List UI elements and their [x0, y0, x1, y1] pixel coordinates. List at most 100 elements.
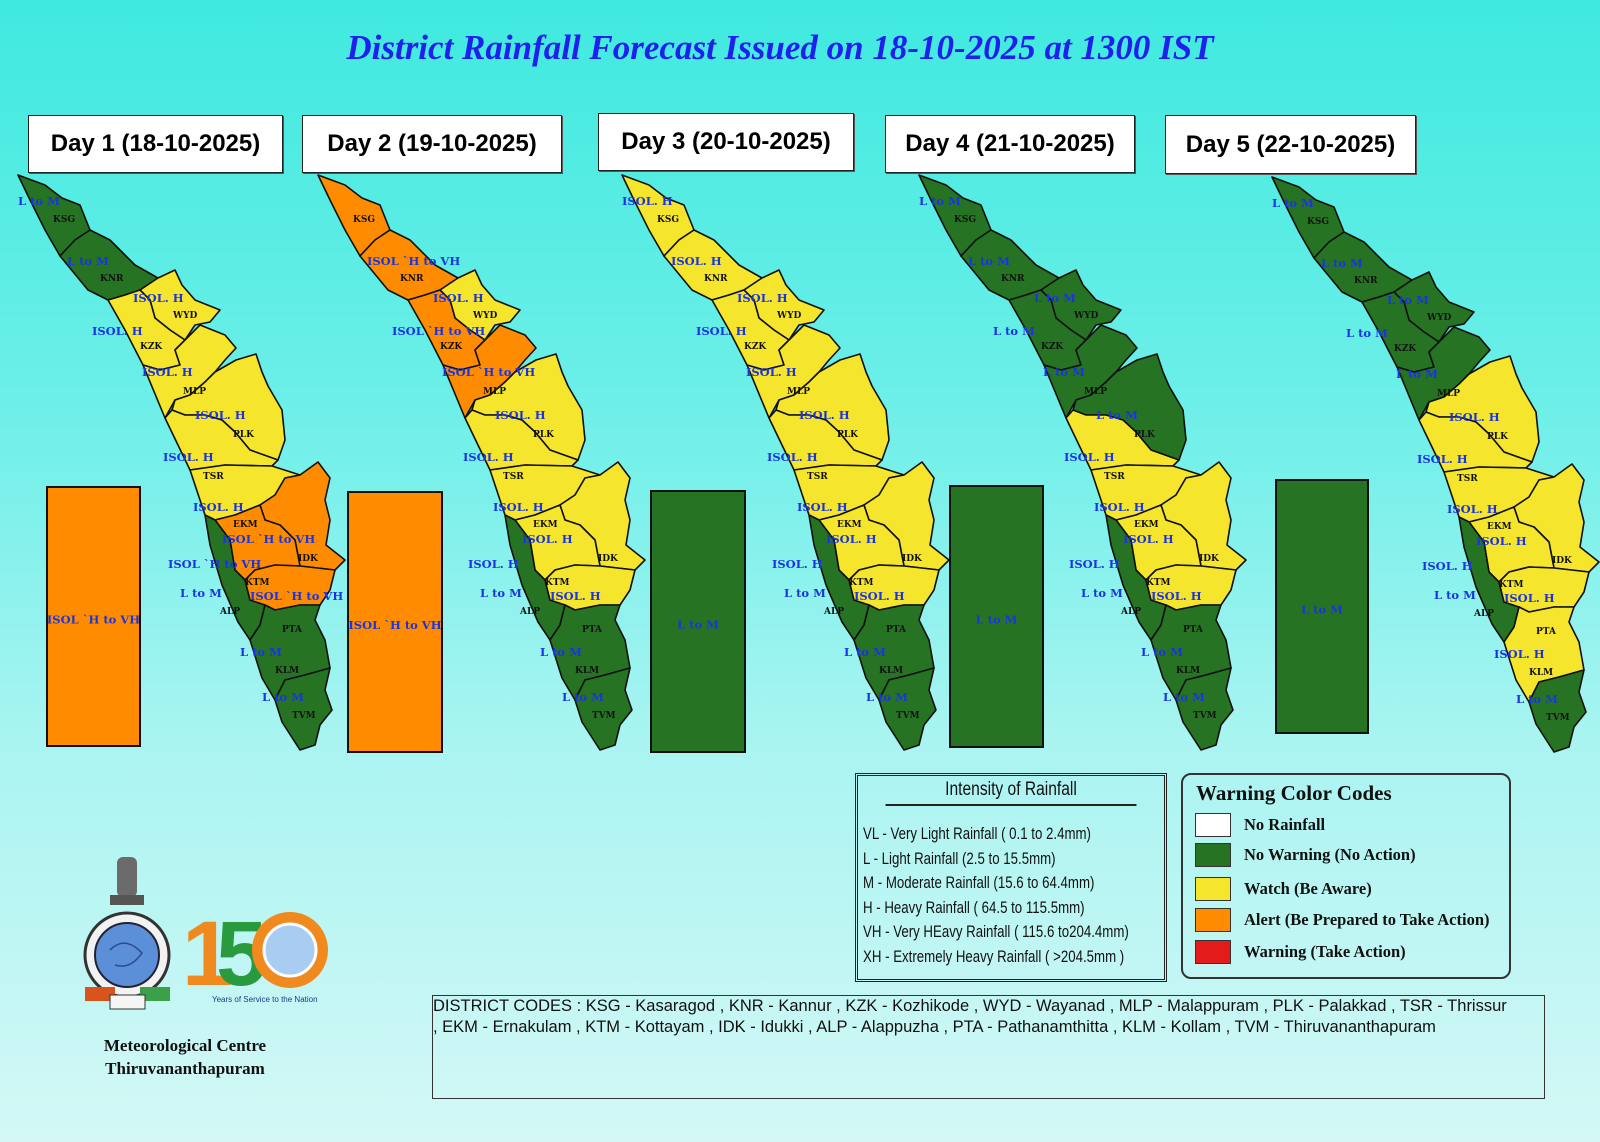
- district-code-label: KNR: [100, 274, 124, 284]
- district-code-label: TVM: [292, 711, 316, 721]
- district-code-label: MLP: [787, 387, 810, 397]
- district-code-label: ALP: [1473, 609, 1494, 619]
- district-code-label: KLM: [275, 666, 299, 676]
- district-code-label: WYD: [1426, 313, 1452, 323]
- district-code-label: KZK: [440, 342, 463, 352]
- rainfall-intensity-label: L to M: [844, 645, 886, 659]
- rainfall-intensity-label: ISOL. H: [433, 291, 484, 305]
- district-code-label: EKM: [1487, 522, 1512, 532]
- rainfall-intensity-label: L to M: [18, 194, 60, 208]
- district-code-label: KTM: [245, 578, 270, 588]
- day-3-header: Day 3 (20-10-2025): [598, 113, 854, 171]
- rainfall-intensity-label: ISOL. H: [1064, 450, 1115, 464]
- rainfall-intensity-label: ISOL `H to VH: [367, 254, 460, 268]
- district-code-label: KLM: [879, 666, 903, 676]
- forecast-maps: KSG L to M KNR L to M WYD ISOL. H KZK ISOL. H ML…: [17, 174, 1600, 753]
- district-code-label: TVM: [896, 711, 920, 721]
- rainfall-intensity-label: ISOL. H: [92, 324, 143, 338]
- warning-legend-title: Warning Color Codes: [1196, 781, 1392, 805]
- rainfall-intensity-label: ISOL. H: [1447, 502, 1498, 516]
- rainfall-intensity-label: ISOL. H: [696, 324, 747, 338]
- district-code-label: EKM: [533, 520, 558, 530]
- day-2-header: Day 2 (19-10-2025): [302, 115, 562, 173]
- rainfall-intensity-label: L to M: [1163, 690, 1205, 704]
- legend-label: Warning (Take Action): [1244, 942, 1406, 961]
- district-code-label: TVM: [592, 711, 616, 721]
- legend-item-no-rainfall: No Rainfall: [1195, 813, 1325, 837]
- district-code-label: KSG: [1307, 217, 1329, 227]
- district-code-label: PTA: [582, 625, 603, 635]
- rainfall-intensity-label: ISOL. H: [550, 589, 601, 603]
- day-1-header: Day 1 (18-10-2025): [28, 115, 283, 173]
- district-tvm: [878, 667, 937, 751]
- district-code-label: IDK: [1552, 556, 1573, 566]
- district-code-label: KZK: [1041, 342, 1064, 352]
- district-code-label: WYD: [776, 311, 802, 321]
- rainfall-intensity-label: ISOL `H to VH: [392, 324, 485, 338]
- legend-label: No Warning (No Action): [1244, 845, 1416, 864]
- rainfall-intensity-label: L to M: [1096, 408, 1138, 422]
- district-code-label: KZK: [1394, 344, 1417, 354]
- imd-emblem-logo: [83, 857, 171, 1010]
- rainfall-intensity-label: L to M: [993, 324, 1035, 338]
- district-code-label: TVM: [1193, 711, 1217, 721]
- legend-item-no-warning: No Warning (No Action): [1195, 843, 1416, 867]
- district-code-label: TVM: [1546, 713, 1570, 723]
- day-3-map: KSG ISOL. H KNR ISOL. H WYD ISOL. H KZK ISOL. H…: [621, 174, 950, 751]
- day-1-map: KSG L to M KNR L to M WYD ISOL. H KZK ISOL. H ML…: [17, 174, 346, 751]
- rainfall-intensity-label: ISOL. H: [854, 589, 905, 603]
- district-code-label: IDK: [298, 554, 319, 564]
- district-code-label: WYD: [1073, 311, 1099, 321]
- district-code-label: KSG: [657, 215, 679, 225]
- lakshadweep-intensity-label: ISOL `H to VH: [47, 613, 140, 627]
- district-code-label: KLM: [575, 666, 599, 676]
- rainfall-intensity-label: ISOL. H: [1151, 589, 1202, 603]
- rainfall-intensity-label: ISOL. H: [463, 450, 514, 464]
- district-codes-line-2: , EKM - Ernakulam , KTM - Kottayam , IDK…: [433, 1018, 1436, 1036]
- svg-text:Years of Service to the Nation: Years of Service to the Nation: [212, 995, 318, 1004]
- district-code-label: ALP: [1120, 607, 1141, 617]
- district-code-label: KZK: [140, 342, 163, 352]
- district-code-label: EKM: [1134, 520, 1159, 530]
- warning-color-legend: Warning Color Codes No Rainfall No Warnin…: [1181, 773, 1511, 979]
- district-code-label: ALP: [219, 607, 240, 617]
- rainfall-intensity-label: ISOL. H: [622, 194, 673, 208]
- district-code-label: PTA: [1536, 627, 1557, 637]
- district-code-label: PLK: [533, 430, 555, 440]
- day-5-lakshadweep: [1275, 479, 1369, 734]
- centre-line-1: Meteorological Centre: [103, 1036, 267, 1055]
- rainfall-intensity-label: ISOL. H: [1417, 452, 1468, 466]
- district-code-label: IDK: [902, 554, 923, 564]
- rainfall-intensity-label: ISOL `H to VH: [168, 557, 261, 571]
- district-code-label: KNR: [1001, 274, 1025, 284]
- rainfall-intensity-label: L to M: [866, 690, 908, 704]
- rainfall-intensity-label: ISOL. H: [799, 408, 850, 422]
- district-code-label: TSR: [1457, 474, 1478, 484]
- rainfall-intensity-label: L to M: [1516, 692, 1558, 706]
- rainfall-intensity-label: L to M: [784, 586, 826, 600]
- district-code-label: KSG: [53, 215, 75, 225]
- rainfall-intensity-label: L to M: [1272, 196, 1314, 210]
- legend-label: Alert (Be Prepared to Take Action): [1244, 910, 1490, 929]
- rainfall-intensity-label: L to M: [1387, 293, 1429, 307]
- district-code-label: KZK: [744, 342, 767, 352]
- rainfall-intensity-label: L to M: [1321, 256, 1363, 270]
- rainfall-intensity-label: L to M: [1043, 365, 1085, 379]
- district-code-label: EKM: [837, 520, 862, 530]
- day-4-lakshadweep: [949, 485, 1044, 748]
- rainfall-intensity-label: ISOL. H: [1476, 534, 1527, 548]
- rainfall-intensity-label: L to M: [1081, 586, 1123, 600]
- rainfall-intensity-label: L to M: [240, 645, 282, 659]
- district-pta: [1498, 566, 1590, 613]
- intensity-legend: Intensity of Rainfall VL - Very Light Ra…: [855, 773, 1167, 982]
- legend-item-warning: Warning (Take Action): [1195, 940, 1406, 964]
- rainfall-intensity-label: L to M: [480, 586, 522, 600]
- rainfall-intensity-label: ISOL. H: [797, 500, 848, 514]
- rainfall-intensity-label: ISOL. H: [495, 408, 546, 422]
- district-code-label: KTM: [849, 578, 874, 588]
- district-code-label: IDK: [1199, 554, 1220, 564]
- rainfall-intensity-label: ISOL. H: [468, 557, 519, 571]
- rainfall-intensity-label: ISOL `H to VH: [250, 589, 343, 603]
- page-title: District Rainfall Forecast Issued on 18-…: [346, 28, 1214, 67]
- intensity-row: H - Heavy Rainfall ( 64.5 to 115.5mm): [863, 897, 1085, 917]
